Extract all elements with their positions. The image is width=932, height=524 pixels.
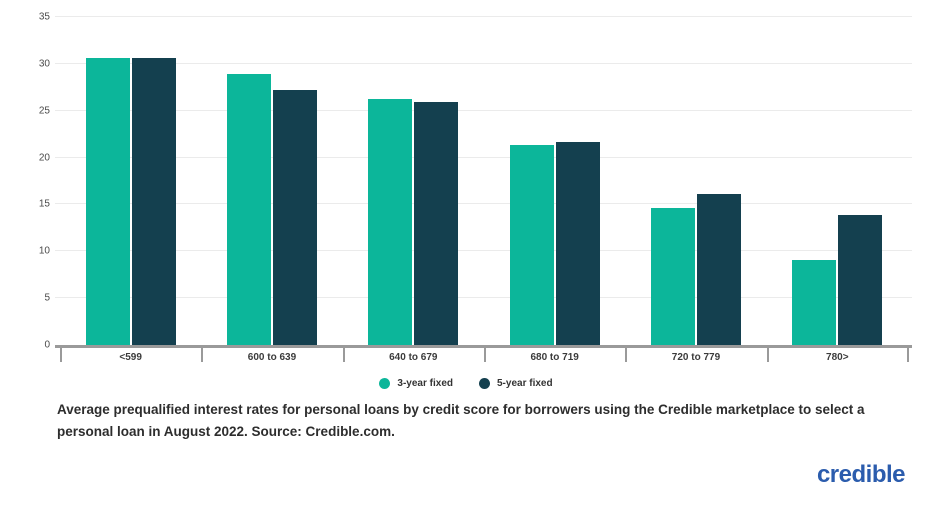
bar-series-container	[60, 17, 908, 345]
gridline-y-5	[55, 297, 912, 299]
x-axis-cell-599: <599	[60, 345, 201, 371]
bar-group-780	[767, 17, 908, 345]
y-axis-tick-label-5: 5	[44, 292, 50, 304]
x-axis-category-label-720-to-779: 720 to 779	[671, 352, 721, 363]
bar-5-year-fixed-720-to-779	[696, 194, 741, 345]
bar-3-year-fixed-640-to-679	[368, 98, 413, 345]
bar-5-year-fixed-640-to-679	[414, 102, 459, 345]
credible-logo: credible	[816, 461, 906, 488]
gridline-y-20	[55, 156, 912, 158]
gridline-y-15	[55, 203, 912, 205]
bar-3-year-fixed-780	[792, 259, 837, 345]
gridline-y-10	[55, 250, 912, 252]
x-axis-cell-640-to-679: 640 to 679	[342, 345, 484, 371]
bar-5-year-fixed-599	[131, 58, 176, 345]
x-axis-tick	[201, 345, 204, 362]
y-axis-tick-label-0: 0	[44, 339, 50, 351]
bar-group-720-to-779	[625, 17, 766, 345]
bar-chart: 0 5 10 15 20 25 30 35 <599 600 to 639 640 to 679 6…	[0, 12, 912, 371]
y-axis-labels: 0 5 10 15 20 25 30 35	[0, 12, 50, 351]
x-axis-category-label-600-to-639: 600 to 639	[247, 352, 297, 363]
x-axis: <599 600 to 639 640 to 679 680 to 719 720 to…	[60, 345, 909, 371]
legend-label-5-year-fixed: 5-year fixed	[497, 378, 553, 389]
x-axis-cell-780: 780>	[766, 345, 909, 371]
x-axis-cell-680-to-719: 680 to 719	[483, 345, 625, 371]
bar-3-year-fixed-599	[85, 58, 130, 345]
gridline-y-30	[55, 62, 912, 64]
gridline-y-25	[55, 109, 912, 111]
gridline-y-35	[55, 16, 912, 17]
y-axis-tick-label-10: 10	[38, 245, 50, 257]
x-axis-tick	[906, 345, 909, 362]
x-axis-category-label-599: <599	[119, 352, 142, 363]
legend-item-3-year-fixed: 3-year fixed	[379, 378, 453, 389]
bar-group-640-to-679	[343, 17, 484, 345]
bar-3-year-fixed-600-to-639	[226, 74, 271, 345]
y-axis-tick-label-20: 20	[38, 152, 50, 164]
legend-dot-icon-5-year-fixed	[479, 378, 490, 389]
bar-3-year-fixed-680-to-719	[509, 145, 554, 345]
bar-5-year-fixed-600-to-639	[272, 90, 317, 345]
x-axis-cell-600-to-639: 600 to 639	[201, 345, 342, 371]
x-axis-tick	[625, 345, 628, 362]
y-axis-tick-label-30: 30	[38, 58, 50, 70]
y-axis-tick-label-15: 15	[38, 198, 50, 210]
x-axis-tick	[342, 345, 345, 362]
legend-dot-icon-3-year-fixed	[379, 378, 391, 389]
x-axis-tick	[766, 345, 769, 362]
bar-group-680-to-719	[484, 17, 625, 345]
chart-legend: 3-year fixed 5-year fixed	[0, 378, 932, 389]
bar-5-year-fixed-780	[838, 214, 883, 345]
bar-group-600-to-639	[201, 17, 342, 345]
y-axis-tick-label-35: 35	[38, 11, 50, 23]
plot-area	[55, 16, 912, 345]
x-axis-tick	[483, 345, 486, 362]
legend-label-3-year-fixed: 3-year fixed	[397, 378, 453, 389]
x-axis-cell-720-to-779: 720 to 779	[625, 345, 766, 371]
bar-3-year-fixed-720-to-779	[650, 208, 695, 345]
x-axis-tick	[60, 345, 62, 362]
x-axis-category-label-680-to-719: 680 to 719	[530, 352, 579, 363]
legend-item-5-year-fixed: 5-year fixed	[479, 378, 553, 389]
x-axis-category-label-640-to-679: 640 to 679	[389, 352, 438, 363]
chart-caption: Average prequalified interest rates for …	[57, 402, 865, 439]
bar-group-599	[60, 17, 201, 345]
bar-5-year-fixed-680-to-719	[555, 141, 600, 345]
y-axis-tick-label-25: 25	[38, 105, 50, 117]
x-axis-category-label-780: 780>	[826, 352, 849, 363]
x-axis-line	[55, 345, 912, 348]
